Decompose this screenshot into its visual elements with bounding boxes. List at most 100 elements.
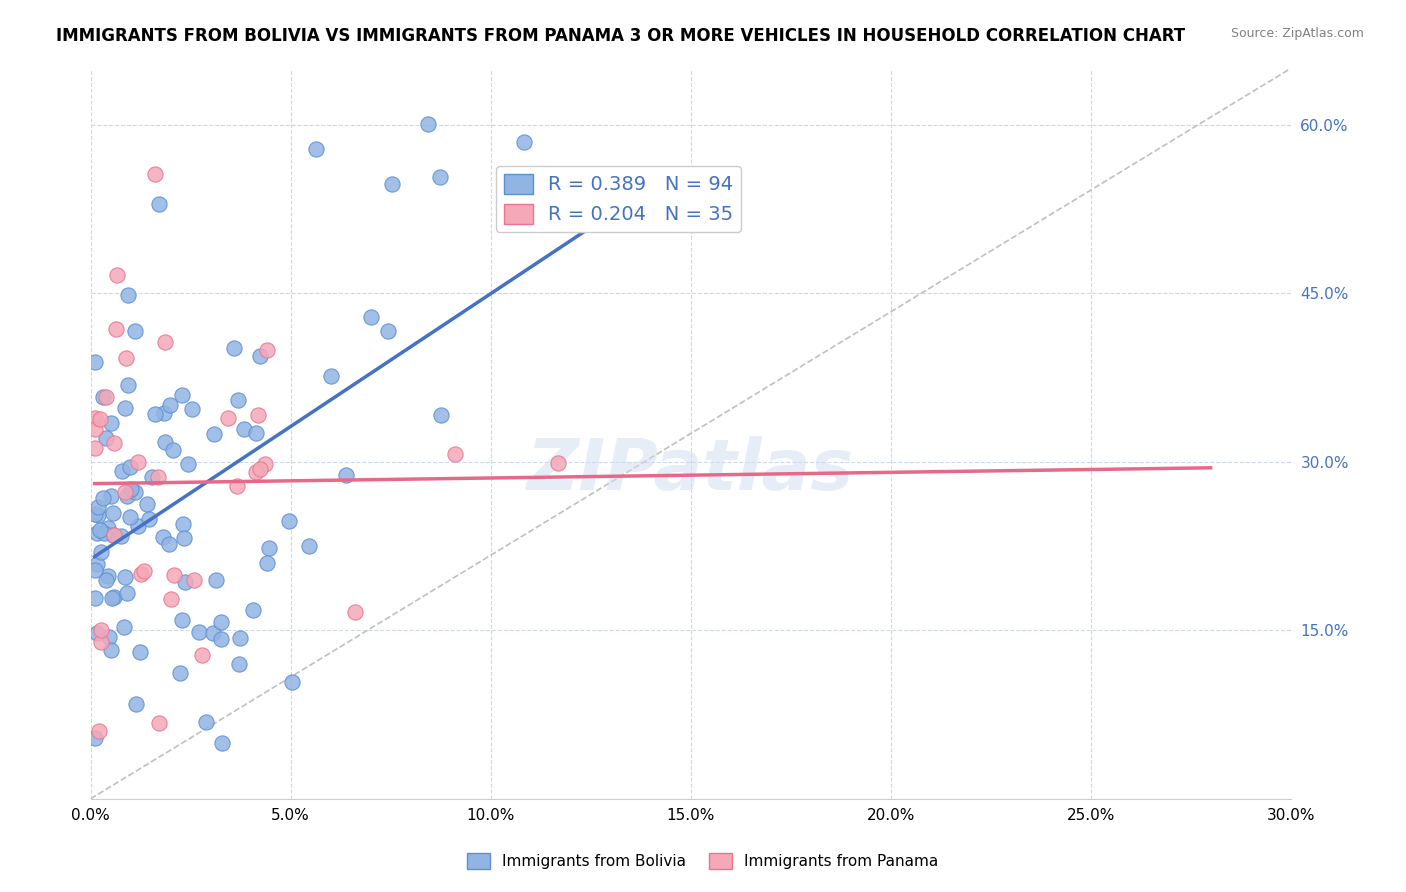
Legend: R = 0.389   N = 94, R = 0.204   N = 35: R = 0.389 N = 94, R = 0.204 N = 35 (496, 166, 741, 232)
Text: ZIPatlas: ZIPatlas (527, 435, 855, 505)
Point (117, 378, 139, 392)
Point (170, 387, 193, 401)
Point (256, 556, 278, 570)
Point (172, 516, 194, 531)
Point (101, 591, 124, 606)
Point (280, 674, 302, 689)
Point (148, 715, 170, 730)
Point (174, 574, 197, 589)
Point (138, 512, 160, 526)
Point (84, 731, 107, 745)
Point (103, 590, 125, 604)
Point (211, 735, 233, 749)
Point (110, 528, 132, 542)
Point (148, 196, 170, 211)
Point (89, 524, 111, 538)
Text: Source: ZipAtlas.com: Source: ZipAtlas.com (1230, 27, 1364, 40)
Point (513, 135, 536, 149)
Point (305, 142, 328, 156)
Point (249, 462, 271, 476)
Point (114, 401, 136, 416)
Point (153, 406, 176, 420)
Point (83, 355, 105, 369)
Point (209, 615, 232, 630)
Point (93, 526, 115, 541)
Point (103, 528, 125, 542)
Point (259, 541, 281, 555)
Point (360, 310, 382, 325)
Point (87, 724, 110, 739)
Point (136, 497, 159, 511)
Point (91, 491, 114, 505)
Point (157, 537, 180, 551)
Point (146, 469, 169, 483)
Point (100, 489, 122, 503)
Point (169, 666, 191, 681)
Point (181, 402, 204, 417)
Point (90, 544, 112, 558)
Point (145, 167, 167, 181)
Point (217, 410, 239, 425)
Point (204, 573, 226, 587)
Point (83, 563, 105, 577)
Point (114, 484, 136, 499)
Point (87, 508, 110, 523)
Point (160, 591, 183, 606)
Point (177, 458, 200, 472)
Point (141, 470, 163, 484)
Point (101, 528, 124, 542)
Point (170, 613, 193, 627)
Point (229, 631, 252, 645)
Legend: Immigrants from Bolivia, Immigrants from Panama: Immigrants from Bolivia, Immigrants from… (461, 847, 945, 875)
Point (188, 625, 211, 640)
Point (98, 630, 121, 644)
Point (115, 351, 138, 365)
Point (115, 586, 138, 600)
Point (83, 507, 105, 521)
Point (335, 467, 357, 482)
Point (159, 398, 181, 412)
Point (245, 426, 267, 441)
Point (222, 341, 245, 355)
Point (153, 435, 176, 450)
Point (93, 390, 115, 404)
Point (128, 645, 150, 659)
Point (84, 591, 107, 605)
Point (118, 510, 141, 524)
Point (89, 412, 111, 426)
Point (127, 454, 149, 468)
Point (100, 642, 122, 657)
Point (86, 526, 108, 541)
Point (83, 411, 105, 425)
Point (90, 634, 112, 648)
Point (104, 322, 127, 336)
Point (97, 568, 120, 582)
Point (547, 456, 569, 470)
Point (233, 422, 256, 436)
Point (245, 465, 267, 479)
Point (298, 539, 321, 553)
Point (226, 479, 249, 493)
Point (94, 574, 117, 588)
Point (228, 657, 250, 672)
Point (94, 432, 117, 446)
Point (191, 648, 214, 662)
Point (96, 390, 118, 404)
Point (153, 335, 176, 350)
Point (103, 436, 125, 450)
Point (254, 457, 277, 471)
Point (125, 697, 148, 711)
Point (83, 421, 105, 435)
Point (129, 567, 152, 582)
Point (429, 170, 451, 185)
Point (194, 714, 217, 729)
Point (256, 343, 278, 358)
Point (344, 605, 367, 619)
Point (87, 500, 110, 514)
Point (111, 465, 134, 479)
Point (183, 573, 205, 587)
Point (278, 514, 301, 528)
Point (124, 485, 146, 500)
Point (249, 349, 271, 363)
Point (118, 460, 141, 475)
